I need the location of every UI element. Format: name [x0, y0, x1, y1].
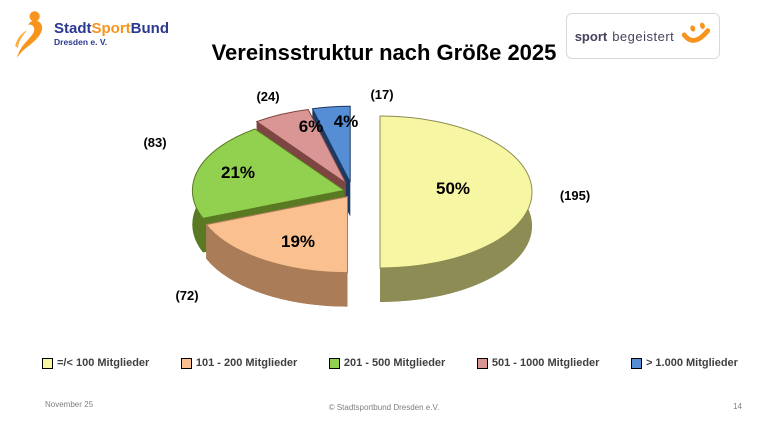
legend-item-2: 201 - 500 Mitglieder: [328, 357, 446, 369]
pie-percent-label: 19%: [281, 232, 315, 251]
stadtsportbund-logo-text: StadtSportBund Dresden e. V.: [54, 21, 169, 47]
chart-legend: =/< 100 Mitglieder 101 - 200 Mitglieder 20…: [42, 357, 738, 369]
pie-percent-label: 50%: [436, 179, 470, 198]
pie-count-label: (83): [143, 135, 166, 150]
footer-date: November 25: [45, 400, 94, 409]
legend-item-4: > 1.000 Mitglieder: [630, 357, 738, 369]
logo-subtitle: Dresden e. V.: [54, 37, 108, 48]
logo-word-sport: Sport: [91, 20, 131, 38]
legend-item-3: 501 - 1000 Mitglieder: [476, 357, 600, 369]
pie-count-label: (195): [560, 188, 590, 203]
pie-slice-1: [205, 195, 348, 307]
sport-begeistert-logo: sport begeistert: [566, 13, 720, 59]
pie-count-label: (17): [370, 87, 393, 102]
slide-title: Vereinsstruktur nach Größe 2025: [211, 40, 557, 65]
legend-swatch: [42, 357, 53, 369]
pie-percent-label: 21%: [221, 163, 255, 182]
legend-swatch: [630, 357, 642, 369]
smiley-icon: [682, 22, 711, 43]
footer-copyright: © Stadtsportbund Dresden e.V.: [328, 403, 440, 412]
pie-count-label: (72): [175, 288, 198, 303]
legend-label: 101 - 200 Mitglieder: [195, 357, 298, 369]
legend-swatch: [476, 357, 488, 369]
pie-slice-0: [379, 115, 533, 302]
legend-label: 201 - 500 Mitglieder: [343, 357, 446, 369]
stadtsportbund-figure-icon: [15, 11, 43, 59]
legend-swatch: [180, 357, 192, 369]
legend-item-1: 101 - 200 Mitglieder: [180, 357, 298, 369]
legend-label: 501 - 1000 Mitglieder: [491, 357, 600, 369]
legend-label: > 1.000 Mitglieder: [645, 357, 738, 369]
legend-label: =/< 100 Mitglieder: [57, 357, 150, 369]
legend-swatch: [328, 357, 340, 369]
logo-word-begeistert: begeistert: [612, 28, 675, 44]
pie-percent-label: 4%: [334, 112, 359, 131]
pie-count-label: (24): [256, 89, 279, 104]
logo-word-bund: Bund: [130, 20, 169, 38]
stadtsportbund-logo: StadtSportBund Dresden e. V.: [8, 8, 169, 60]
legend-item-0: =/< 100 Mitglieder: [42, 357, 149, 369]
logo-word-sport-bold: sport: [574, 28, 608, 44]
footer-page-number: 14: [733, 402, 742, 411]
logo-word-stadt: Stadt: [54, 20, 92, 38]
stadtsportbund-wordmark: StadtSportBund: [54, 21, 169, 36]
pie-percent-label: 6%: [299, 117, 324, 136]
